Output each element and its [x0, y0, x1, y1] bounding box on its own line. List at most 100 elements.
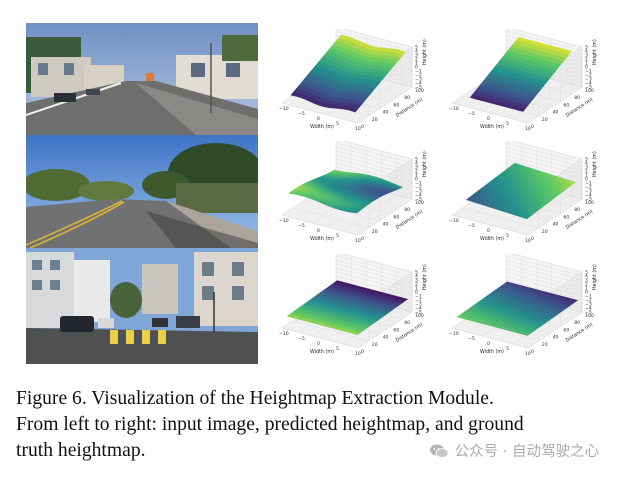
svg-text:0: 0	[415, 65, 418, 71]
svg-text:−4: −4	[585, 306, 592, 312]
svg-text:60: 60	[393, 102, 399, 108]
svg-text:−4: −4	[415, 81, 422, 87]
svg-text:80: 80	[574, 207, 580, 213]
svg-text:−3: −3	[415, 189, 422, 195]
svg-text:40: 40	[553, 222, 559, 228]
svg-text:−3: −3	[415, 77, 422, 83]
svg-text:−4: −4	[415, 306, 422, 312]
ground-truth-heightmap-1: −10 −5 0 5 10 Width (m) 0 20 40 60 80 100 Distance (…	[432, 29, 602, 141]
svg-text:20: 20	[542, 229, 548, 235]
svg-text:−5: −5	[298, 111, 305, 117]
svg-text:3: 3	[585, 53, 588, 59]
svg-text:Width (m): Width (m)	[480, 349, 504, 355]
svg-text:5: 5	[336, 121, 339, 127]
svg-text:0: 0	[585, 290, 588, 296]
svg-text:−5: −5	[585, 310, 592, 316]
svg-text:80: 80	[404, 207, 410, 213]
svg-text:0: 0	[487, 228, 490, 234]
predicted-heightmap-2: −10 −5 0 5 10 Width (m) 0 20 40 60 80 100 Distance (…	[262, 141, 432, 253]
svg-text:−2: −2	[415, 73, 422, 79]
svg-text:4: 4	[415, 49, 418, 55]
svg-text:0: 0	[531, 236, 534, 242]
svg-text:Width (m): Width (m)	[310, 236, 334, 242]
svg-text:0: 0	[487, 116, 490, 122]
svg-text:4: 4	[415, 161, 418, 167]
svg-text:3: 3	[585, 165, 588, 171]
svg-text:3: 3	[415, 165, 418, 171]
svg-text:0: 0	[585, 177, 588, 183]
svg-text:40: 40	[383, 335, 389, 341]
svg-text:10: 10	[525, 126, 531, 132]
svg-text:20: 20	[372, 342, 378, 348]
svg-text:5: 5	[336, 233, 339, 239]
svg-text:2: 2	[415, 169, 418, 175]
svg-text:20: 20	[542, 342, 548, 348]
svg-text:0: 0	[531, 124, 534, 130]
svg-text:3: 3	[415, 53, 418, 59]
svg-text:−2: −2	[585, 185, 592, 191]
svg-text:40: 40	[553, 335, 559, 341]
svg-text:−1: −1	[415, 294, 422, 300]
svg-text:−5: −5	[415, 310, 422, 316]
caption-line: truth heightmap.	[16, 440, 146, 461]
svg-text:−2: −2	[585, 298, 592, 304]
svg-text:1: 1	[585, 286, 588, 292]
svg-text:−10: −10	[279, 106, 289, 112]
svg-text:0: 0	[415, 290, 418, 296]
svg-text:2: 2	[585, 169, 588, 175]
svg-text:5: 5	[415, 157, 418, 163]
svg-text:2: 2	[585, 57, 588, 63]
watermark-text: 公众号 · 自动驾驶之心	[454, 444, 599, 460]
svg-text:−1: −1	[415, 181, 422, 187]
svg-text:20: 20	[542, 117, 548, 123]
svg-text:Width (m): Width (m)	[480, 236, 504, 242]
caption-line: Figure 6. Visualization of the Heightmap…	[16, 388, 494, 409]
svg-text:0: 0	[415, 177, 418, 183]
svg-text:4: 4	[415, 274, 418, 280]
svg-text:80: 80	[404, 320, 410, 326]
svg-text:−4: −4	[585, 193, 592, 199]
svg-text:−4: −4	[415, 193, 422, 199]
svg-text:3: 3	[585, 278, 588, 284]
svg-text:−4: −4	[585, 81, 592, 87]
svg-text:0: 0	[487, 341, 490, 347]
svg-text:−10: −10	[449, 106, 459, 112]
ground-truth-heightmap-2: −10 −5 0 5 10 Width (m) 0 20 40 60 80 100 Distance (…	[432, 141, 602, 253]
svg-text:−5: −5	[585, 85, 592, 91]
svg-text:−1: −1	[585, 294, 592, 300]
svg-text:5: 5	[585, 45, 588, 51]
figure-caption: Figure 6. Visualization of the Heightmap…	[16, 386, 600, 464]
predicted-heightmap-1: −10 −5 0 5 10 Width (m) 0 20 40 60 80 100 Distance (…	[262, 29, 432, 141]
svg-text:−10: −10	[449, 218, 459, 224]
svg-text:Width (m): Width (m)	[310, 124, 334, 130]
svg-text:40: 40	[553, 110, 559, 116]
svg-text:5: 5	[506, 346, 509, 352]
svg-text:10: 10	[525, 238, 531, 244]
svg-text:5: 5	[585, 270, 588, 276]
svg-text:5: 5	[506, 121, 509, 127]
svg-text:0: 0	[317, 228, 320, 234]
caption-line: From left to right: input image, predict…	[16, 414, 524, 435]
svg-text:5: 5	[336, 346, 339, 352]
svg-text:−3: −3	[585, 77, 592, 83]
svg-text:20: 20	[372, 229, 378, 235]
svg-text:5: 5	[585, 157, 588, 163]
svg-text:10: 10	[355, 351, 361, 357]
svg-text:80: 80	[574, 320, 580, 326]
svg-text:Height (m): Height (m)	[422, 264, 428, 290]
svg-text:100: 100	[415, 88, 424, 94]
svg-text:Width (m): Width (m)	[480, 124, 504, 130]
svg-text:5: 5	[506, 233, 509, 239]
svg-text:−5: −5	[585, 197, 592, 203]
svg-text:Height (m): Height (m)	[592, 151, 598, 177]
svg-text:10: 10	[355, 126, 361, 132]
svg-text:10: 10	[525, 351, 531, 357]
input-image-street-3	[26, 248, 258, 364]
input-image-street-1	[26, 23, 258, 135]
svg-text:−5: −5	[415, 197, 422, 203]
svg-text:Height (m): Height (m)	[422, 151, 428, 177]
svg-text:−3: −3	[585, 189, 592, 195]
svg-text:100: 100	[415, 313, 424, 319]
svg-text:3: 3	[415, 278, 418, 284]
svg-text:4: 4	[585, 161, 588, 167]
